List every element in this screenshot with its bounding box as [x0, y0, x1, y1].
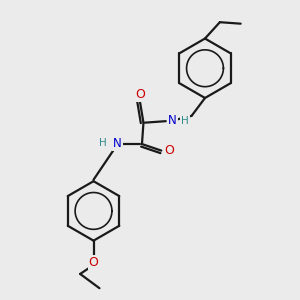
Text: H: H [181, 116, 189, 126]
Text: N: N [168, 114, 177, 127]
Text: O: O [88, 256, 98, 268]
Text: H: H [181, 116, 189, 126]
Text: N: N [113, 137, 122, 150]
Text: O: O [135, 88, 145, 101]
Text: O: O [164, 144, 174, 157]
Text: N: N [168, 114, 177, 127]
Text: H: H [99, 138, 106, 148]
